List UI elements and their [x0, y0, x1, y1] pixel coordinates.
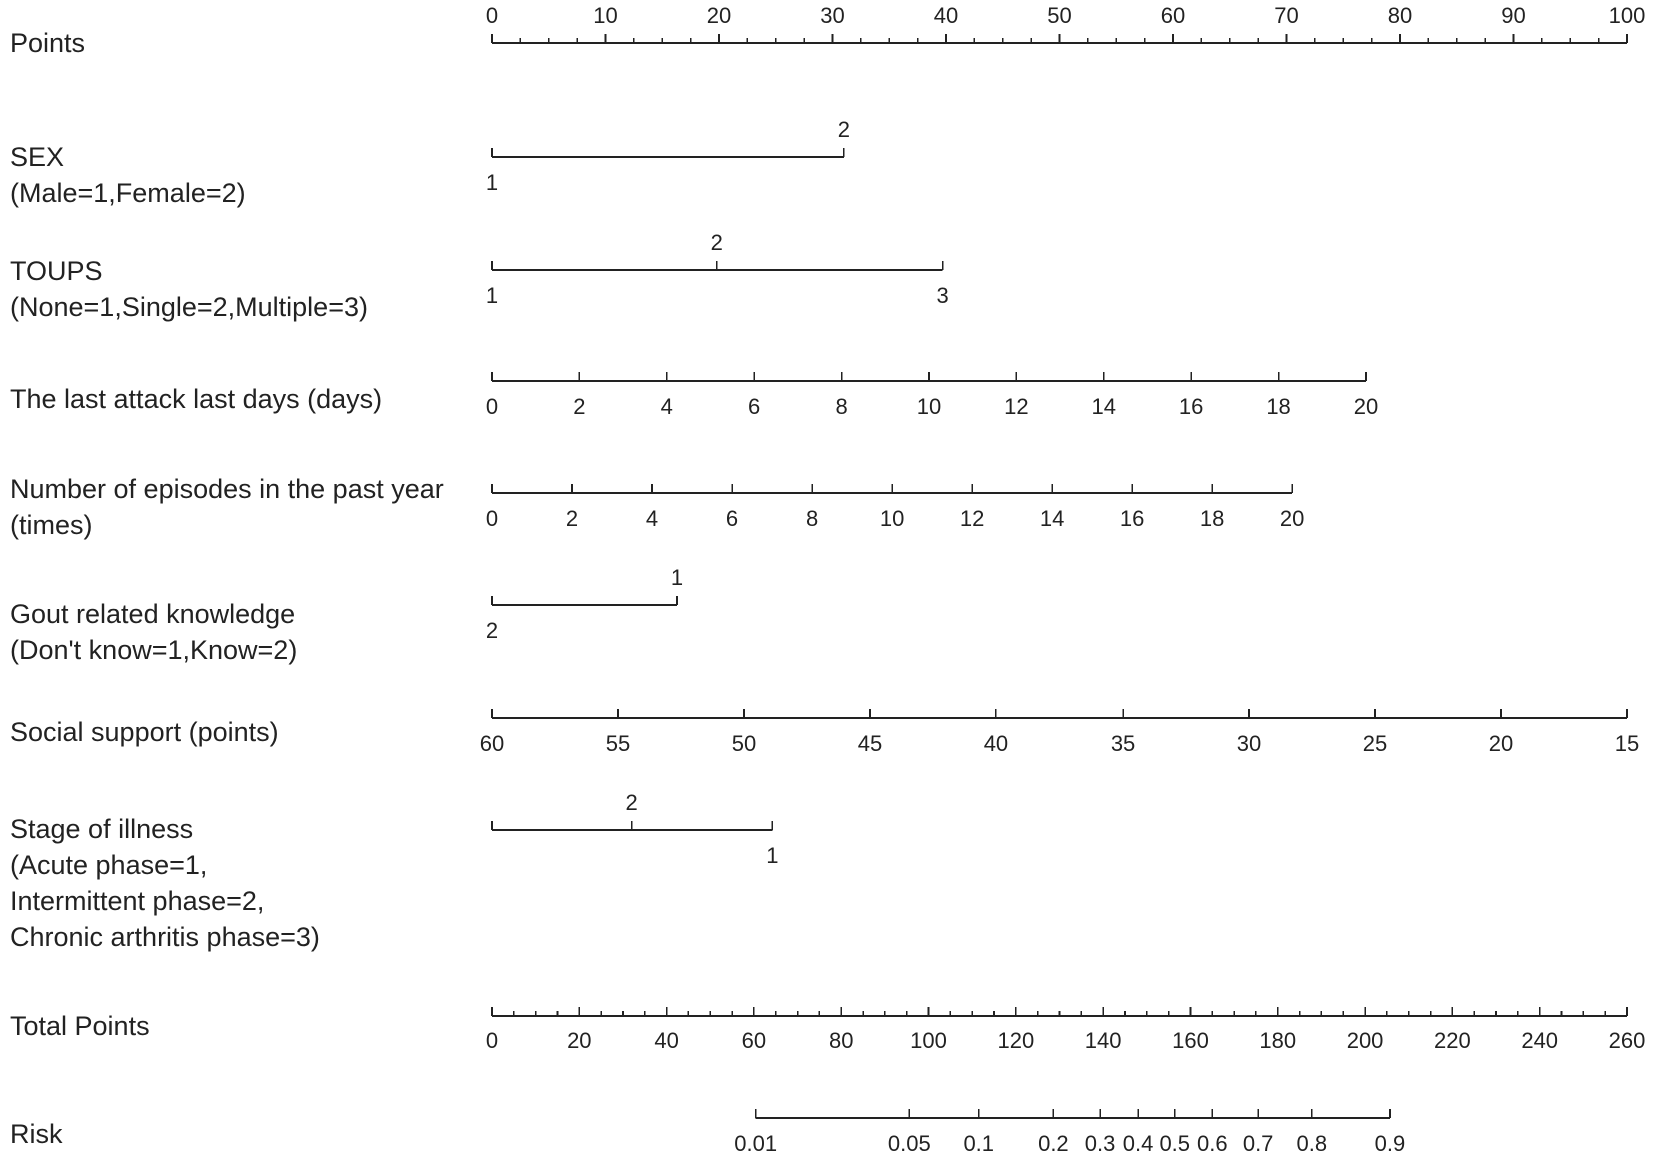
tick-label-0-0: 0	[486, 3, 498, 28]
tick-label-4-4: 8	[806, 506, 818, 531]
tick-label-3-9: 18	[1266, 394, 1290, 419]
tick-label-0-8: 80	[1388, 3, 1412, 28]
tick-label-4-7: 14	[1040, 506, 1064, 531]
tick-label-3-2: 4	[661, 394, 673, 419]
tick-label-6-6: 30	[1237, 731, 1261, 756]
tick-label-8-11: 220	[1434, 1028, 1471, 1053]
tick-label-4-0: 0	[486, 506, 498, 531]
category-label-2-1: 2	[711, 230, 723, 255]
tick-label-0-10: 100	[1609, 3, 1646, 28]
tick-label-6-5: 35	[1111, 731, 1135, 756]
tick-label-4-8: 16	[1120, 506, 1144, 531]
category-label-7-1: 2	[625, 790, 637, 815]
tick-label-8-6: 120	[997, 1028, 1034, 1053]
tick-label-4-9: 18	[1200, 506, 1224, 531]
tick-label-4-6: 12	[960, 506, 984, 531]
tick-label-3-6: 12	[1004, 394, 1028, 419]
tick-label-8-5: 100	[910, 1028, 947, 1053]
tick-label-6-2: 50	[732, 731, 756, 756]
row-label-4-0: Number of episodes in the past year	[10, 474, 444, 504]
tick-label-6-3: 45	[858, 731, 882, 756]
tick-label-6-7: 25	[1363, 731, 1387, 756]
category-label-1-1: 2	[838, 117, 850, 142]
risk-label-3: 0.2	[1038, 1131, 1069, 1156]
category-label-5-0: 2	[486, 618, 498, 643]
row-label-1-1: (Male=1,Female=2)	[10, 178, 246, 208]
row-label-9-0: Risk	[10, 1119, 63, 1149]
risk-label-4: 0.3	[1085, 1131, 1116, 1156]
tick-label-3-10: 20	[1354, 394, 1378, 419]
tick-label-4-1: 2	[566, 506, 578, 531]
tick-label-0-6: 60	[1161, 3, 1185, 28]
row-label-6-0: Social support (points)	[10, 717, 279, 747]
tick-label-6-8: 20	[1489, 731, 1513, 756]
tick-label-3-8: 16	[1179, 394, 1203, 419]
row-label-5-0: Gout related knowledge	[10, 599, 295, 629]
tick-label-0-3: 30	[820, 3, 844, 28]
tick-label-8-7: 140	[1085, 1028, 1122, 1053]
category-label-2-0: 1	[486, 283, 498, 308]
row-label-8-0: Total Points	[10, 1011, 150, 1041]
tick-label-4-2: 4	[646, 506, 658, 531]
risk-label-2: 0.1	[963, 1131, 994, 1156]
tick-label-3-5: 10	[917, 394, 941, 419]
tick-label-8-2: 40	[654, 1028, 678, 1053]
tick-label-0-2: 20	[707, 3, 731, 28]
tick-label-3-7: 14	[1092, 394, 1116, 419]
tick-label-8-3: 60	[742, 1028, 766, 1053]
tick-label-3-4: 8	[835, 394, 847, 419]
tick-label-6-4: 40	[984, 731, 1008, 756]
tick-label-8-4: 80	[829, 1028, 853, 1053]
risk-label-6: 0.5	[1159, 1131, 1190, 1156]
tick-label-0-4: 40	[934, 3, 958, 28]
tick-label-3-0: 0	[486, 394, 498, 419]
tick-label-3-1: 2	[573, 394, 585, 419]
category-label-5-1: 1	[671, 565, 683, 590]
risk-label-9: 0.8	[1297, 1131, 1328, 1156]
risk-label-0: 0.01	[734, 1131, 777, 1156]
tick-label-8-8: 160	[1172, 1028, 1209, 1053]
tick-label-6-9: 15	[1615, 731, 1639, 756]
tick-label-0-5: 50	[1047, 3, 1071, 28]
risk-label-5: 0.4	[1123, 1131, 1154, 1156]
category-label-2-2: 3	[936, 283, 948, 308]
tick-label-8-1: 20	[567, 1028, 591, 1053]
tick-label-3-3: 6	[748, 394, 760, 419]
tick-label-6-0: 60	[480, 731, 504, 756]
tick-label-4-3: 6	[726, 506, 738, 531]
row-label-1-0: SEX	[10, 142, 64, 172]
row-label-2-1: (None=1,Single=2,Multiple=3)	[10, 292, 368, 322]
risk-label-7: 0.6	[1197, 1131, 1228, 1156]
tick-label-8-0: 0	[486, 1028, 498, 1053]
tick-label-8-10: 200	[1347, 1028, 1384, 1053]
tick-label-0-7: 70	[1274, 3, 1298, 28]
row-label-7-2: Intermittent phase=2,	[10, 886, 264, 916]
row-label-4-1: (times)	[10, 510, 93, 540]
tick-label-0-1: 10	[593, 3, 617, 28]
tick-label-4-10: 20	[1280, 506, 1304, 531]
category-label-1-0: 1	[486, 170, 498, 195]
risk-label-10: 0.9	[1375, 1131, 1406, 1156]
risk-label-1: 0.05	[888, 1131, 931, 1156]
row-label-7-3: Chronic arthritis phase=3)	[10, 922, 320, 952]
row-label-3-0: The last attack last days (days)	[10, 384, 382, 414]
risk-label-8: 0.7	[1243, 1131, 1274, 1156]
tick-label-0-9: 90	[1501, 3, 1525, 28]
tick-label-8-9: 180	[1259, 1028, 1296, 1053]
tick-label-6-1: 55	[606, 731, 630, 756]
row-label-7-0: Stage of illness	[10, 814, 193, 844]
row-label-5-1: (Don't know=1,Know=2)	[10, 635, 297, 665]
row-label-7-1: (Acute phase=1,	[10, 850, 207, 880]
row-label-2-0: TOUPS	[10, 256, 103, 286]
row-label-0-0: Points	[10, 28, 85, 58]
category-label-7-2: 1	[766, 843, 778, 868]
tick-label-8-12: 240	[1521, 1028, 1558, 1053]
tick-label-4-5: 10	[880, 506, 904, 531]
tick-label-8-13: 260	[1609, 1028, 1646, 1053]
